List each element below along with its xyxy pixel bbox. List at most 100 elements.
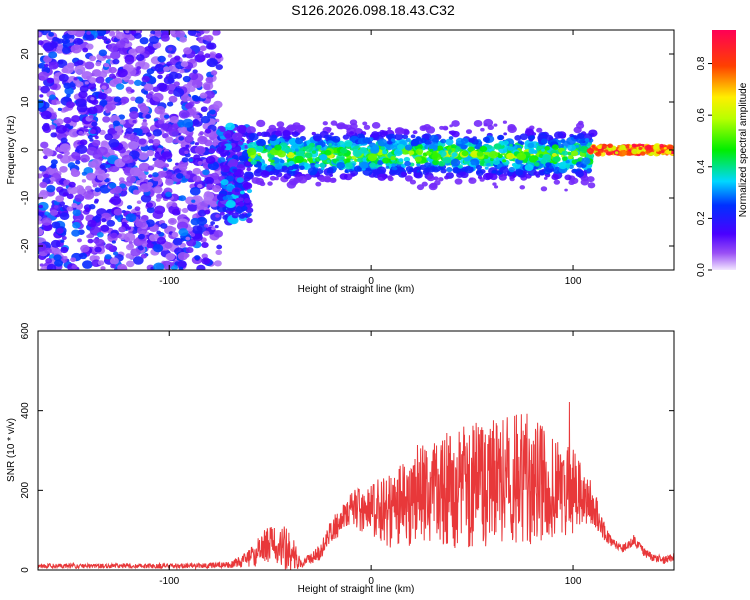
spectrogram-cell [66, 101, 75, 109]
spectrogram-cell [180, 61, 189, 68]
spectrogram-cell [143, 83, 154, 92]
spectrogram-cell [408, 150, 415, 156]
figure-title: S126.2026.098.18.43.C32 [291, 2, 455, 18]
spectrogram-cell [154, 159, 165, 168]
spectrogram-cell [78, 90, 88, 99]
spectrogram-cell [135, 45, 146, 54]
spectrogram-cell [184, 135, 194, 143]
spectrogram-cell [44, 211, 50, 216]
spectrogram-cell [80, 244, 90, 253]
spectrogram-cell [330, 132, 334, 136]
colorbar-tick-label: 0.4 [696, 159, 707, 173]
spectrogram-cell [148, 234, 158, 242]
spectrogram-cell [106, 164, 111, 168]
spectrogram-cell [73, 37, 83, 46]
spectrogram-cell [64, 87, 74, 95]
spectrogram-cell [336, 161, 346, 169]
spectrogram-cell [377, 160, 384, 166]
spectrogram-cell [206, 183, 213, 189]
snr-ytick-label: 400 [20, 402, 31, 419]
spectrogram-cell [231, 212, 240, 219]
spectrogram-cell [66, 206, 74, 212]
spectrogram-cell [461, 150, 469, 157]
spectrogram-cell [322, 121, 328, 126]
spectrogram-cell [126, 175, 137, 184]
spectrogram-cell [103, 62, 110, 68]
spectrogram-cell [443, 126, 449, 131]
spectrogram-cell [659, 143, 664, 148]
spectrogram-cell [148, 174, 153, 178]
spectrogram-cell [238, 201, 245, 207]
spectrogram-cell [304, 152, 313, 159]
spectrogram-cell [337, 152, 343, 157]
spectrogram-cell [314, 163, 320, 168]
spectrogram-cell [631, 148, 639, 155]
spectrogram-cell [84, 81, 89, 85]
spectrogram-cell [533, 171, 540, 176]
spectrogram-cell [165, 191, 172, 197]
spectrogram-cell [60, 239, 65, 243]
spectrogram-cell [115, 83, 125, 90]
spectrogram-cell [359, 147, 368, 154]
spectrogram-cell [269, 175, 276, 181]
spectrogram-cell [428, 183, 438, 191]
spectrogram-cell [413, 171, 422, 178]
spectrogram-cell [50, 132, 58, 138]
spectrogram-cell [97, 260, 105, 266]
spectrogram-cell [541, 148, 545, 152]
spectrogram-cell [182, 118, 194, 128]
spectrogram-cell [393, 149, 403, 157]
spectrogram-cell [190, 217, 200, 226]
spectrogram-cell [154, 205, 166, 215]
spectrogram-cell [184, 174, 191, 179]
spectrogram-cell [524, 163, 534, 172]
spectrogram-cell [456, 172, 464, 178]
spectrogram-cell [431, 152, 442, 161]
spectrogram-cell [274, 163, 283, 170]
spectrogram-cell [184, 150, 189, 155]
spectrogram-cell [171, 227, 177, 231]
spectrogram-cell [432, 159, 440, 166]
spectrogram-cell [540, 171, 545, 175]
spectrogram-cell [315, 181, 322, 187]
spectrogram-cell [116, 130, 123, 136]
spectrogram-cell [638, 146, 643, 150]
spectrogram-cell [197, 183, 203, 189]
spectrogram-cell [260, 170, 270, 178]
spectrogram-cell [117, 263, 127, 270]
spectrogram-cell [329, 173, 334, 177]
spectrogram-cell [220, 179, 229, 186]
spectrogram-cell [192, 167, 202, 175]
spectrogram-cell [507, 124, 516, 131]
spectrogram-cell [551, 144, 559, 150]
spectrogram-xtick-label: 100 [565, 276, 582, 287]
spectrogram-cell [572, 168, 577, 173]
spectrogram-cell [156, 236, 167, 245]
spectrogram-cell [79, 139, 88, 146]
spectrogram-cell [448, 136, 454, 140]
spectrogram-cell [660, 150, 665, 154]
spectrogram-cell [152, 92, 164, 102]
spectrogram-cell [149, 36, 160, 45]
spectrogram-cell [268, 124, 277, 131]
spectrogram-cell [560, 139, 566, 144]
spectrogram-cell [379, 131, 387, 138]
snr-xtick-label: -100 [159, 576, 179, 587]
spectrogram-cell [553, 131, 564, 139]
spectrogram-cell [390, 145, 395, 149]
spectrogram-cell [95, 76, 105, 84]
spectrogram-cell [326, 127, 332, 132]
spectrogram-cell [204, 83, 211, 89]
spectrogram-cell [567, 144, 576, 152]
spectrogram-cell [215, 249, 223, 256]
spectrogram-cell [160, 34, 170, 42]
spectrogram-cell [351, 155, 357, 160]
spectrogram-cell [237, 140, 244, 146]
spectrogram-cell [199, 92, 208, 99]
spectrogram-cell [322, 175, 331, 183]
spectrogram-cell [192, 119, 200, 126]
spectrogram-cell [128, 240, 133, 245]
spectrogram-cell [206, 57, 218, 68]
spectrogram-cell [509, 143, 513, 147]
